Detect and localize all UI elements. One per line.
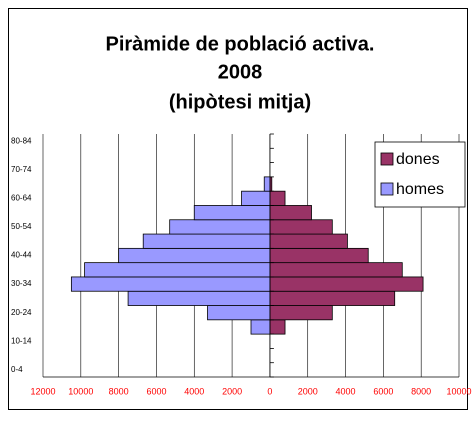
bar [118,247,271,264]
bar [269,205,312,221]
bar [250,319,271,335]
x-tick-label: 2000 [298,386,318,396]
x-tick-label: 8000 [109,386,129,396]
legend-label: homes [396,181,444,198]
x-tick-label: 10000 [68,386,93,396]
x-tick-label: 8000 [411,386,431,396]
x-tick-label: 10000 [446,386,471,396]
bar [84,262,271,278]
bar [241,190,271,206]
x-tick-label: 6000 [146,386,166,396]
bar [142,233,271,249]
x-tick-label: 4000 [184,386,204,396]
x-tick-label: 2000 [222,386,242,396]
y-tick-label: 50-54 [11,222,32,231]
y-tick-label: 0-4 [11,365,23,374]
legend-label: dones [396,151,440,168]
bar [269,262,403,278]
y-tick-label: 70-74 [11,165,32,174]
y-tick-label: 40-44 [11,251,32,260]
bar [269,233,348,249]
bar [269,305,333,321]
bar [269,190,286,206]
legend-swatch [380,182,394,196]
legend-swatch [380,152,394,166]
x-tick-label: 4000 [336,386,356,396]
bar [207,305,271,321]
bar [127,290,271,306]
bar [269,319,286,335]
x-tick-label: 12000 [30,386,55,396]
chart-title: Piràmide de població activa. [106,33,375,55]
bar [193,205,271,221]
y-tick-label: 60-64 [11,193,32,202]
chart-title: 2008 [218,61,263,83]
chart-title: (hipòtesi mitja) [169,91,311,113]
y-tick-label: 80-84 [11,136,32,145]
bar [263,176,271,192]
y-tick-label: 20-24 [11,308,32,317]
bar [269,290,396,306]
bar [269,247,369,264]
x-tick-label: 6000 [373,386,393,396]
y-tick-label: 30-34 [11,279,32,288]
x-tick-label: 0 [267,386,272,396]
bar [269,219,333,235]
bar [169,219,271,235]
bar [70,276,271,292]
y-tick-label: 10-14 [11,336,32,345]
bar [269,276,424,292]
